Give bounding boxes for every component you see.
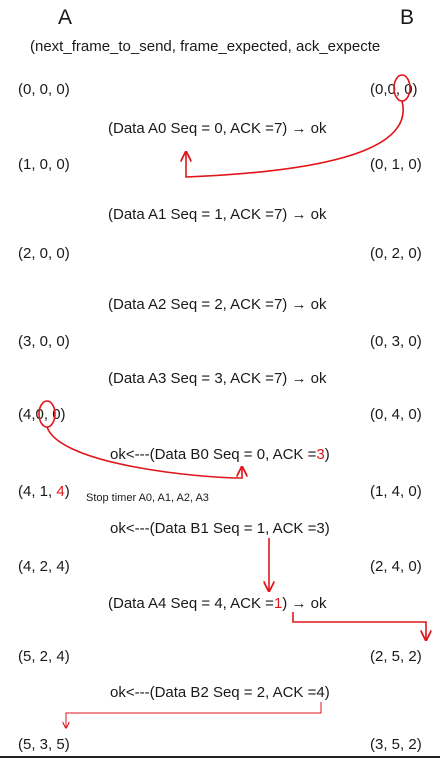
state-b-0: (0,0, 0) xyxy=(370,81,418,99)
state-b-7: (2, 5, 2) xyxy=(370,648,422,665)
state-a-0: (0, 0, 0) xyxy=(18,81,70,98)
state-b-8: (3, 5, 2) xyxy=(370,736,422,753)
state-b-0-suffix: , 0) xyxy=(395,81,418,98)
state-a-5-highlight: 4 xyxy=(56,483,65,500)
stop-timer-note: Stop timer A0, A1, A2, A3 xyxy=(86,492,209,504)
message-a4: (Data A4 Seq = 4, ACK =1) → ok xyxy=(108,595,326,613)
state-a-5-suffix: ) xyxy=(64,483,70,500)
host-a-label: A xyxy=(58,6,73,29)
state-tuple-legend: (next_frame_to_send, frame_expected, ack… xyxy=(30,38,381,55)
state-a-4-prefix: (4, xyxy=(18,406,36,423)
state-a-2: (2, 0, 0) xyxy=(18,245,70,262)
state-b-5: (1, 4, 0) xyxy=(370,483,422,500)
message-a4-ack-highlight: 1 xyxy=(273,595,283,612)
message-b0-ack-highlight: 3 xyxy=(316,446,325,463)
message-b0-suffix: ) xyxy=(324,446,330,463)
state-a-8: (5, 3, 5) xyxy=(18,736,70,753)
state-a-4: (4,0, 0) xyxy=(18,406,66,424)
host-b-label: B xyxy=(400,6,415,29)
state-a-7: (5, 2, 4) xyxy=(18,648,70,665)
message-b0-prefix: ok<---(Data B0 Seq = 0, ACK = xyxy=(110,446,317,463)
state-b-2: (0, 2, 0) xyxy=(370,245,422,262)
message-b0: ok<---(Data B0 Seq = 0, ACK =3) xyxy=(110,446,330,464)
state-b-0-prefix: (0, xyxy=(370,81,388,98)
state-a-4-circled-value: 0 xyxy=(35,406,44,423)
message-b1: ok<---(Data B1 Seq = 1, ACK =3) xyxy=(110,520,330,537)
arrow-a4-to-b xyxy=(292,612,426,640)
message-a2: (Data A2 Seq = 2, ACK =7) → ok xyxy=(108,296,327,313)
message-b2: ok<---(Data B2 Seq = 2, ACK =4) xyxy=(110,684,330,701)
state-b-4: (0, 4, 0) xyxy=(370,406,422,423)
bottom-divider xyxy=(0,756,440,758)
state-b-0-circled-value: 0 xyxy=(387,81,396,98)
message-a1: (Data A1 Seq = 1, ACK =7) → ok xyxy=(108,206,327,223)
state-a-5: (4, 1, 4) xyxy=(18,483,70,501)
state-b-6: (2, 4, 0) xyxy=(370,558,422,575)
state-a-4-suffix: , 0) xyxy=(43,406,66,423)
state-a-6: (4, 2, 4) xyxy=(18,558,70,575)
state-b-1: (0, 1, 0) xyxy=(370,156,422,173)
state-b-3: (0, 3, 0) xyxy=(370,333,422,350)
arrow-b2-to-a xyxy=(66,702,322,728)
message-a4-suffix: ) → ok xyxy=(282,595,327,612)
state-a-5-prefix: (4, 1, xyxy=(18,483,53,500)
message-a0: (Data A0 Seq = 0, ACK =7) → ok xyxy=(108,120,327,137)
message-a4-prefix: (Data A4 Seq = 4, ACK = xyxy=(108,595,274,612)
state-a-1: (1, 0, 0) xyxy=(18,156,70,173)
state-a-3: (3, 0, 0) xyxy=(18,333,70,350)
message-a3: (Data A3 Seq = 3, ACK =7) → ok xyxy=(108,370,327,387)
